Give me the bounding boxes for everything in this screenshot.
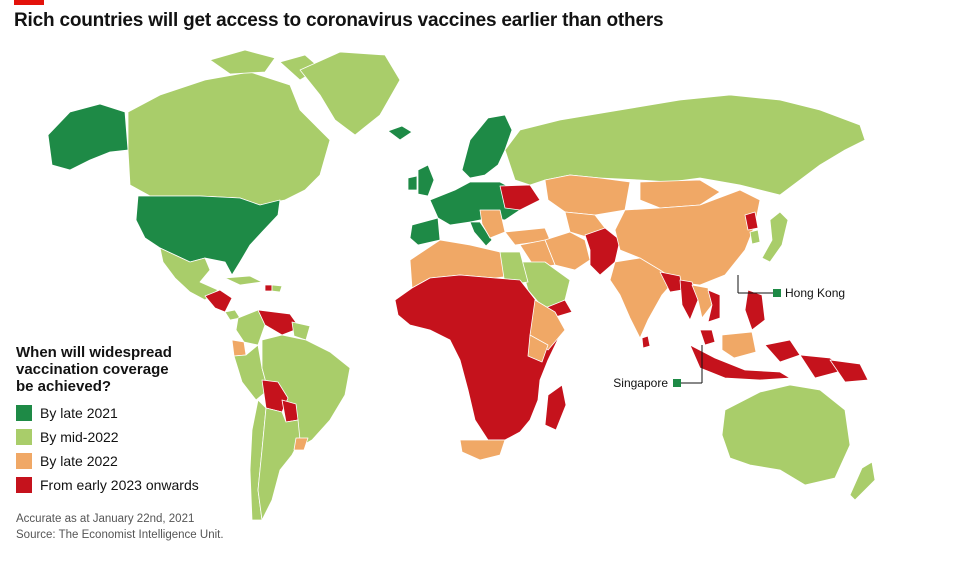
region-china <box>614 189 761 286</box>
region-cuba <box>224 275 263 286</box>
region-egypt <box>499 251 529 286</box>
source-note: Source: The Economist Intelligence Unit. <box>16 529 224 541</box>
region-new-zealand <box>849 461 876 501</box>
legend-swatch <box>16 429 32 445</box>
region-afghanistan-pakistan <box>584 227 621 276</box>
region-png <box>829 359 869 383</box>
legend-swatch <box>16 477 32 493</box>
region-malaysia <box>699 329 716 346</box>
region-south-korea <box>749 229 761 245</box>
singapore-annotation: Singapore <box>613 345 703 390</box>
region-thailand-laos <box>691 284 713 319</box>
singapore-marker <box>673 379 681 387</box>
region-kazakhstan <box>544 174 631 216</box>
region-north-korea <box>744 211 759 231</box>
singapore-label: Singapore <box>613 376 668 390</box>
region-myanmar <box>679 279 699 321</box>
region-borneo <box>721 331 757 359</box>
chart-title: Rich countries will get access to corona… <box>14 10 664 31</box>
footnote: Accurate as at January 22nd, 2021 Source… <box>16 511 224 543</box>
region-alaska <box>47 103 129 171</box>
region-horn-of-africa <box>529 299 566 351</box>
legend-swatch <box>16 405 32 421</box>
legend-label: By late 2021 <box>40 405 118 421</box>
region-india <box>609 257 676 339</box>
region-sub-saharan-africa <box>394 274 561 441</box>
region-ireland <box>407 175 418 191</box>
region-uruguay <box>293 437 309 451</box>
legend-title-line: vaccination coverage <box>16 361 169 378</box>
brand-tag <box>14 0 44 5</box>
legend-swatch <box>16 453 32 469</box>
region-indonesia <box>689 339 846 381</box>
region-canada <box>127 71 331 206</box>
legend: When will widespread vaccination coverag… <box>16 344 246 497</box>
hong-kong-label: Hong Kong <box>785 286 845 300</box>
legend-item-late-2022: By late 2022 <box>16 449 246 473</box>
region-haiti <box>264 284 273 292</box>
accuracy-note: Accurate as at January 22nd, 2021 <box>16 513 195 525</box>
legend-title-line: be achieved? <box>16 378 112 395</box>
region-canada-islands <box>209 49 321 81</box>
region-iceland <box>387 125 413 141</box>
hong-kong-marker <box>773 289 781 297</box>
legend-label: By mid-2022 <box>40 429 119 445</box>
region-philippines <box>744 289 766 331</box>
region-usa <box>135 195 281 276</box>
region-scandinavia <box>461 114 513 179</box>
region-southern-africa <box>459 439 506 461</box>
world-map: Hong Kong Singapore <box>47 49 876 521</box>
region-italy <box>469 221 493 247</box>
region-madagascar <box>544 384 567 431</box>
hong-kong-annotation: Hong Kong <box>737 275 845 300</box>
legend-title: When will widespread vaccination coverag… <box>16 344 246 395</box>
legend-item-late-2021: By late 2021 <box>16 401 246 425</box>
region-uk <box>417 164 435 197</box>
legend-title-line: When will widespread <box>16 344 172 361</box>
region-central-america <box>204 289 233 313</box>
legend-label: By late 2022 <box>40 453 118 469</box>
legend-item-early-2023: From early 2023 onwards <box>16 473 246 497</box>
legend-item-mid-2022: By mid-2022 <box>16 425 246 449</box>
region-dominican <box>271 284 283 293</box>
region-sri-lanka <box>641 335 651 349</box>
legend-label: From early 2023 onwards <box>40 477 199 493</box>
region-iberia <box>409 217 441 246</box>
region-vietnam-cambodia <box>707 289 721 323</box>
region-japan <box>761 211 789 263</box>
region-argentina <box>257 407 301 521</box>
region-mexico <box>159 247 219 301</box>
region-balkans <box>479 209 506 239</box>
region-australia <box>721 384 851 486</box>
region-venezuela <box>257 309 301 336</box>
region-syria-iraq <box>519 239 556 269</box>
region-kenya <box>527 334 549 363</box>
region-ukraine <box>499 184 541 211</box>
region-greenland <box>299 51 401 136</box>
